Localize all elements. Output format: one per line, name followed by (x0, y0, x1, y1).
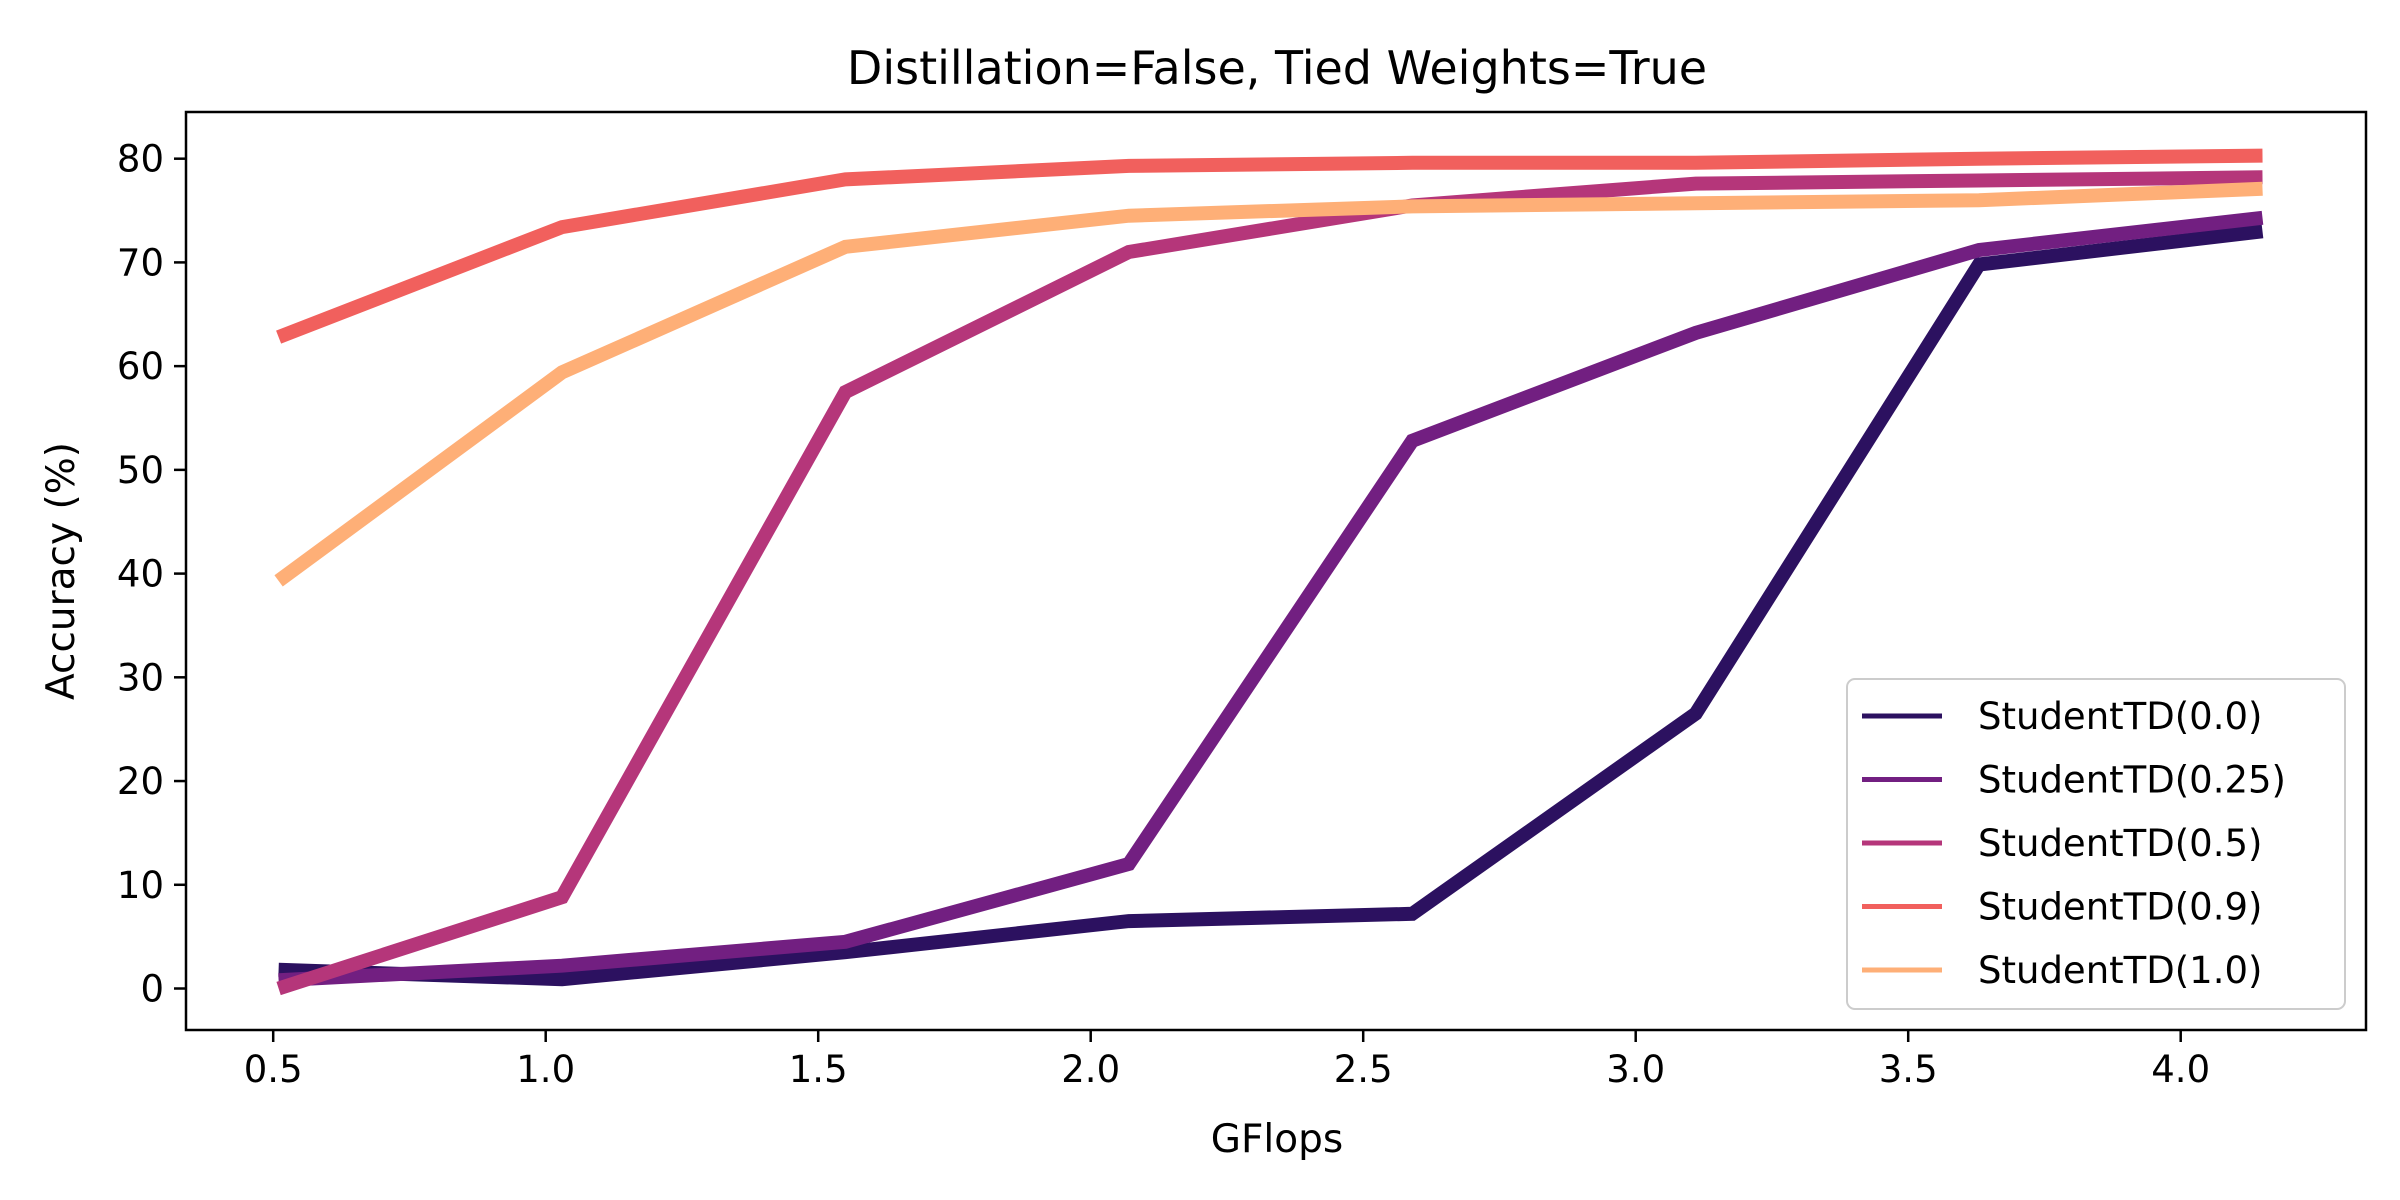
x-tick-label: 2.0 (1061, 1048, 1120, 1091)
y-tick-label: 20 (117, 760, 164, 803)
y-tick-label: 40 (117, 553, 164, 596)
y-tick-label: 50 (117, 449, 164, 492)
x-tick-label: 3.5 (1879, 1048, 1938, 1091)
legend-label-2: StudentTD(0.5) (1978, 822, 2262, 865)
legend-label-0: StudentTD(0.0) (1978, 695, 2262, 738)
series-line-3 (276, 148, 2263, 344)
legend-label-4: StudentTD(1.0) (1978, 949, 2262, 992)
plot-frame (184, 110, 2368, 1032)
series-line-2 (276, 170, 2263, 996)
series-line-0 (278, 224, 2264, 987)
chart-title: Distillation=False, Tied Weights=True (847, 41, 1707, 95)
x-tick-label: 3.0 (1606, 1048, 1665, 1091)
legend-label-3: StudentTD(0.9) (1978, 886, 2262, 929)
legend: StudentTD(0.0) StudentTD(0.25) StudentTD(0… (1846, 678, 2346, 1010)
y-axis: 0 10 20 30 40 50 60 70 80 (117, 138, 186, 1011)
x-axis-label: GFlops (1211, 1117, 1343, 1162)
x-tick-label: 1.5 (789, 1048, 848, 1091)
x-tick-label: 2.5 (1334, 1048, 1393, 1091)
y-tick-label: 0 (140, 968, 164, 1011)
series-layer (274, 148, 2264, 996)
y-tick-label: 70 (117, 241, 164, 284)
x-tick-label: 1.0 (516, 1048, 575, 1091)
y-tick-label: 10 (117, 864, 164, 907)
legend-box (1846, 678, 2346, 1010)
y-tick-label: 30 (117, 656, 164, 699)
x-tick-label: 0.5 (244, 1048, 303, 1091)
x-tick-label: 4.0 (2151, 1048, 2210, 1091)
series-line-1 (278, 210, 2264, 988)
series-line-4 (274, 181, 2263, 587)
legend-label-1: StudentTD(0.25) (1978, 759, 2286, 802)
x-axis: 0.5 1.0 1.5 2.0 2.5 3.0 3.5 4.0 (244, 1030, 2210, 1091)
y-tick-label: 60 (117, 345, 164, 388)
y-axis-label: Accuracy (%) (39, 442, 84, 700)
y-tick-label: 80 (117, 138, 164, 181)
